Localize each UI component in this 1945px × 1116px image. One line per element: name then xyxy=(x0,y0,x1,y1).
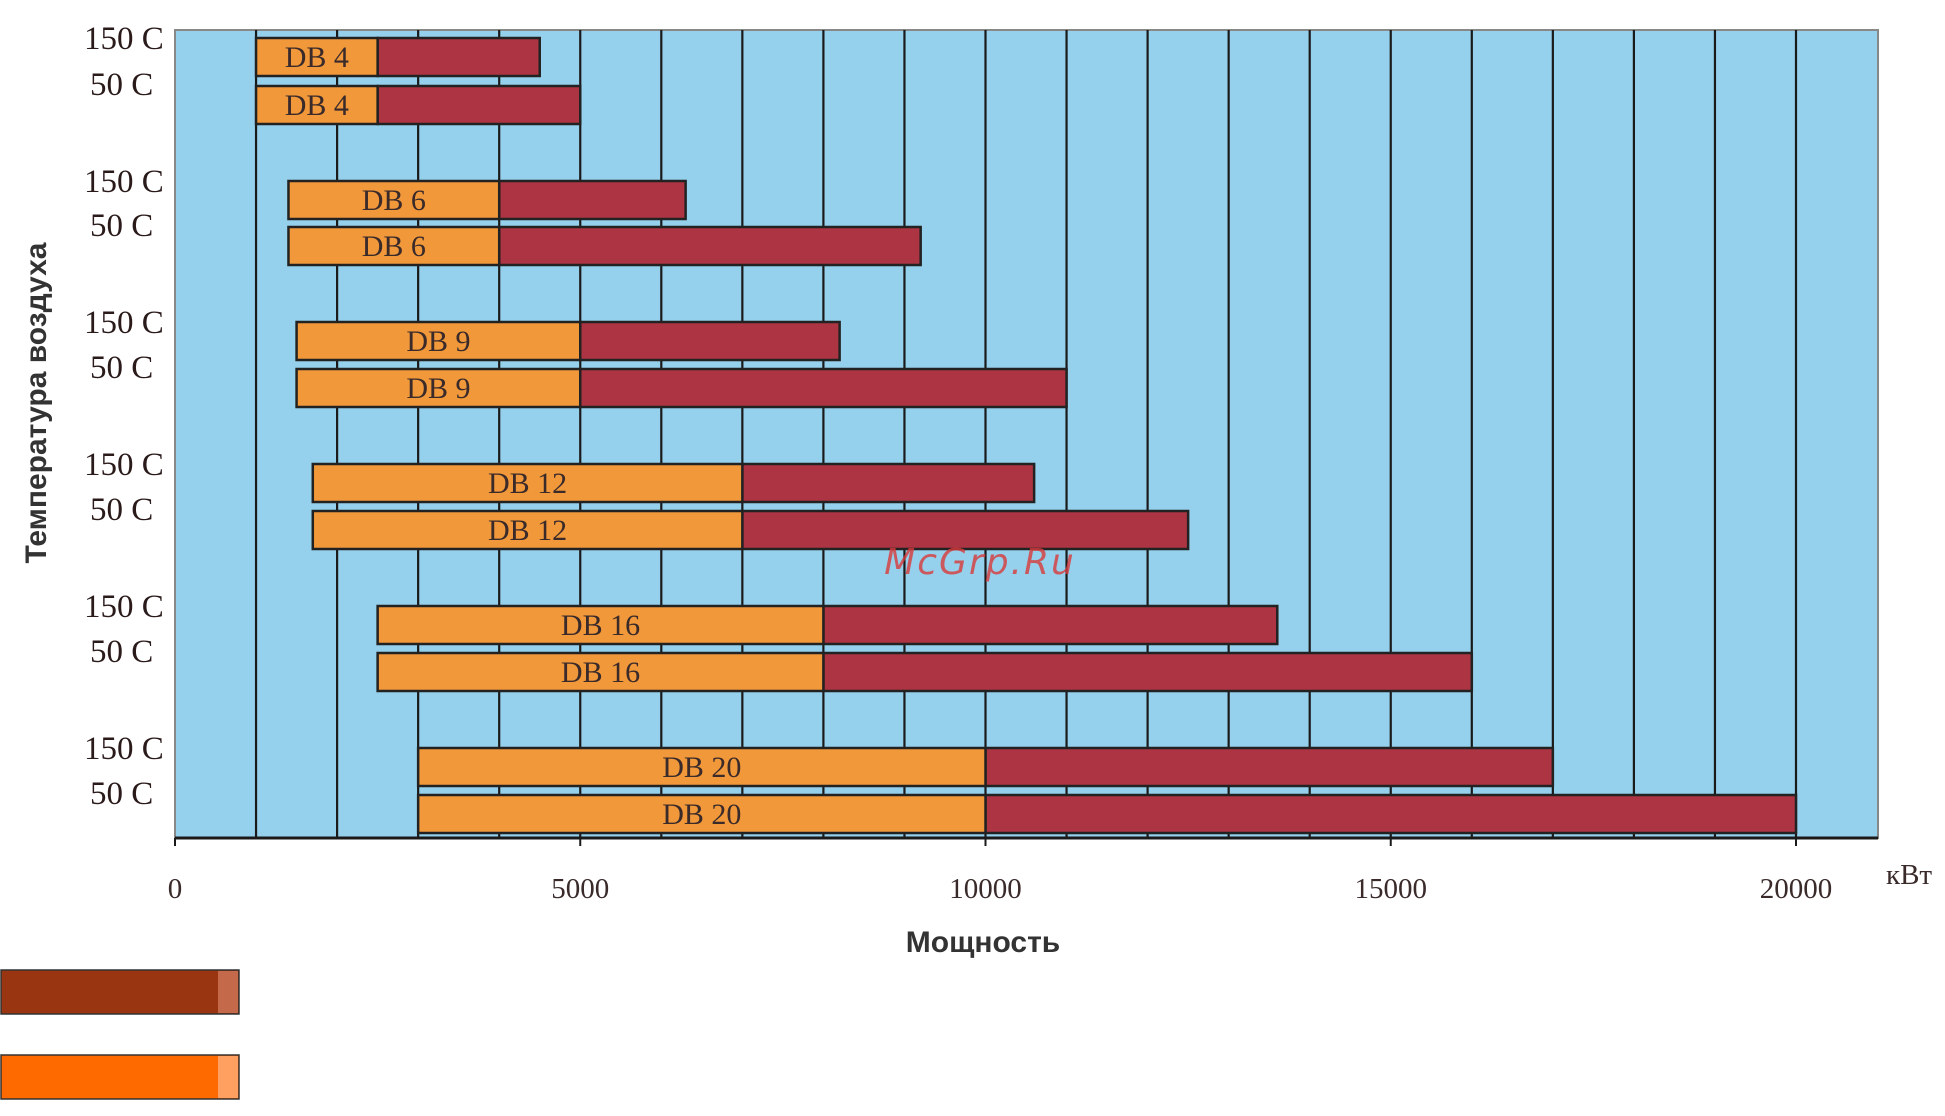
temperature-label: 150 C xyxy=(84,164,164,200)
legend-swatch-edge xyxy=(218,971,238,1013)
legend xyxy=(0,969,240,1100)
bar-base-range xyxy=(254,36,379,78)
bar-base-range xyxy=(311,462,744,504)
bar-label: DB 20 xyxy=(662,798,741,831)
temperature-label: 50 C xyxy=(90,208,153,244)
legend-swatch xyxy=(0,1054,240,1100)
bar-base-range xyxy=(287,179,501,221)
temperature-label: 150 C xyxy=(84,305,164,341)
legend-swatch-edge xyxy=(218,1056,238,1098)
bar-extended-range xyxy=(376,36,541,78)
bar-base-range xyxy=(287,225,501,267)
temperature-label: 150 C xyxy=(84,731,164,767)
bar-label: DB 12 xyxy=(488,467,567,500)
bar-label: DB 4 xyxy=(285,89,349,122)
x-axis-title: Мощность xyxy=(906,926,1061,959)
x-tick-label: 0 xyxy=(168,873,183,905)
plot-area xyxy=(174,29,1879,839)
bar-extended-range xyxy=(741,462,1036,504)
x-tick-label: 15000 xyxy=(1355,873,1428,905)
temperature-label: 50 C xyxy=(90,776,153,812)
plot-background xyxy=(174,29,1879,839)
bar-label: DB 16 xyxy=(561,656,640,689)
temperature-label: 50 C xyxy=(90,67,153,103)
bar-base-range xyxy=(254,84,379,126)
bar-base-range xyxy=(416,746,987,788)
temperature-label: 50 C xyxy=(90,634,153,670)
bar-extended-range xyxy=(741,509,1190,551)
bars: DB 4 DB 4 DB 6 DB 6 DB 9 DB 9 DB 12 DB 12 DB 16 D… xyxy=(254,36,1798,835)
temperature-label: 50 C xyxy=(90,492,153,528)
bar-extended-range xyxy=(984,746,1555,788)
bar-extended-range xyxy=(984,793,1798,835)
bar-extended-range xyxy=(497,225,922,267)
legend-swatch xyxy=(0,969,240,1015)
bar-label: DB 20 xyxy=(662,751,741,784)
x-tick-label: 20000 xyxy=(1760,873,1833,905)
bar-base-range xyxy=(376,651,825,693)
bar-extended-range xyxy=(579,320,841,362)
x-tick-label: 10000 xyxy=(949,873,1022,905)
bar-extended-range xyxy=(822,604,1279,646)
x-axis: 0 5000 10000 15000 20000 xyxy=(168,836,1878,905)
temperature-label: 150 C xyxy=(84,447,164,483)
bar-extended-range xyxy=(497,179,687,221)
watermark: McGrp.Ru xyxy=(884,542,1076,583)
bar-base-range xyxy=(416,793,987,835)
bar-extended-range xyxy=(579,367,1068,409)
category-labels: 150 C 50 C 150 C 50 C 150 C 50 C 150 C 50 C 150 … xyxy=(84,21,164,812)
temperature-label: 50 C xyxy=(90,350,153,386)
bar-label: DB 16 xyxy=(561,609,640,642)
temperature-label: 150 C xyxy=(84,21,164,57)
bar-label: DB 6 xyxy=(362,230,426,263)
y-axis-title: Температура воздуха xyxy=(20,242,53,563)
bar-label: DB 12 xyxy=(488,514,567,547)
x-tick-label: 5000 xyxy=(551,873,609,905)
bar-base-range xyxy=(295,367,582,409)
bar-extended-range xyxy=(376,84,582,126)
bar-label: DB 6 xyxy=(362,184,426,217)
bar-base-range xyxy=(295,320,582,362)
bar-base-range xyxy=(376,604,825,646)
bar-label: DB 4 xyxy=(285,41,349,74)
x-unit-label: кВт xyxy=(1886,859,1932,891)
bar-label: DB 9 xyxy=(406,325,470,358)
bar-label: DB 9 xyxy=(406,372,470,405)
temperature-label: 150 C xyxy=(84,589,164,625)
bar-base-range xyxy=(311,509,744,551)
bar-extended-range xyxy=(822,651,1474,693)
